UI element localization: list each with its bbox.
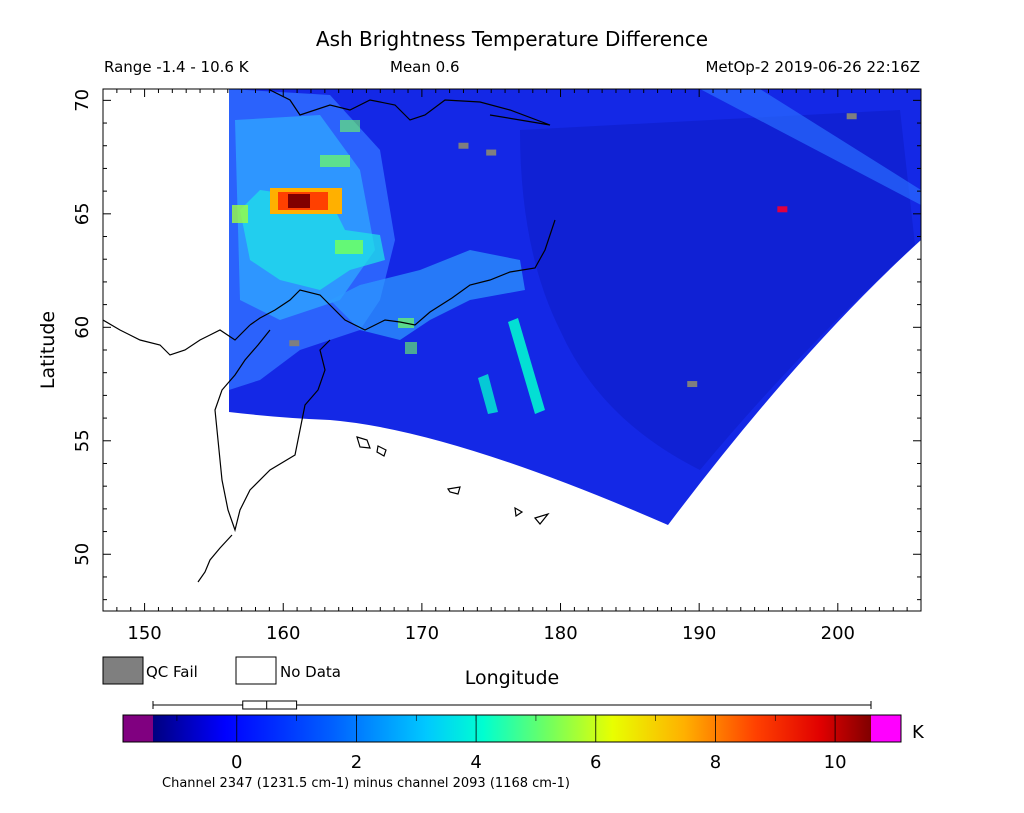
- colorbar-tick-label: 4: [470, 752, 481, 773]
- colorbar-frame: [122, 714, 902, 743]
- qc-fail-points: [289, 113, 857, 388]
- coastline-chukotka: [269, 89, 551, 126]
- range-label: Range -1.4 - 10.6 K: [104, 58, 250, 76]
- y-axis-label: Latitude: [37, 311, 59, 389]
- island-2: [376, 445, 387, 457]
- qc-fail-pixel: [687, 381, 698, 388]
- colorbar-gradient: [153, 715, 871, 742]
- y-tick-label: 70: [72, 89, 93, 112]
- x-axis: 150 160 170 180 190 200: [102, 89, 922, 644]
- qc-fail-pixel: [458, 142, 469, 149]
- x-tick-label: 190: [682, 623, 716, 644]
- diagonal-streak-2: [478, 374, 498, 414]
- colorbar: 0 2 4 6 8 10 K Channel 2347 (1231.5 cm-1) min…: [122, 700, 925, 791]
- island-5: [533, 512, 550, 525]
- plume-green-cell-4: [340, 120, 360, 132]
- coastlines: [103, 89, 556, 583]
- legend-label-qc-fail: QC Fail: [146, 663, 198, 681]
- y-tick-label: 55: [72, 429, 93, 452]
- hotspot-core: [288, 194, 310, 208]
- colorbar-tick-label: 0: [231, 752, 242, 773]
- plume-green-cell-3: [232, 205, 248, 223]
- elevated-band: [330, 250, 525, 340]
- colorbar-tick-label: 6: [590, 752, 601, 773]
- plot-area: 150 160 170 180 190 200 50 55 60 65 70: [72, 88, 922, 644]
- legend-swatch-no-data: [235, 656, 277, 685]
- y-tick-label: 50: [72, 543, 93, 566]
- y-axis: 50 55 60 65 70: [72, 89, 921, 601]
- colorbar-ticks: 0 2 4 6 8 10: [176, 715, 847, 773]
- plume-green-cell-2: [320, 155, 350, 167]
- colorbar-tick-label: 8: [710, 752, 721, 773]
- y-tick-label: 60: [72, 316, 93, 339]
- colorbar-caption: Channel 2347 (1231.5 cm-1) minus channel…: [162, 776, 570, 791]
- mean-label: Mean 0.6: [390, 58, 460, 76]
- colorbar-tick-label: 10: [824, 752, 847, 773]
- boxplot-box: [242, 700, 298, 710]
- colorbar-boxplot: [152, 700, 872, 710]
- x-tick-label: 180: [543, 623, 577, 644]
- colorbar-unit: K: [912, 722, 925, 743]
- colorbar-tick-label: 2: [351, 752, 362, 773]
- qc-fail-pixel: [846, 113, 857, 120]
- x-tick-label: 200: [821, 623, 855, 644]
- x-tick-label: 150: [127, 623, 161, 644]
- island-1: [356, 436, 371, 449]
- legend-label-no-data: No Data: [280, 663, 341, 681]
- coastline-koryak: [249, 219, 556, 331]
- plume-green-cell-1: [335, 240, 363, 254]
- qc-fail-pixel: [289, 340, 300, 347]
- chart-title: Ash Brightness Temperature Difference: [316, 27, 708, 51]
- legend-swatch-qc-fail: [102, 656, 144, 685]
- colorbar-over-swatch: [871, 715, 901, 742]
- qc-fail-pixel: [486, 149, 497, 156]
- coastline-kuril: [197, 534, 233, 583]
- legend: QC Fail No Data: [102, 656, 341, 685]
- hot-pixel: [777, 206, 788, 213]
- swath-edge-stripe: [700, 89, 921, 205]
- coastline-kamchatka: [214, 329, 331, 533]
- satellite-label: MetOp-2 2019-06-26 22:16Z: [705, 58, 920, 76]
- coastline-okhotsk: [103, 319, 251, 356]
- y-tick-label: 65: [72, 202, 93, 225]
- island-3: [446, 486, 461, 495]
- diagonal-streak: [508, 318, 545, 414]
- band-green-cell-2: [405, 342, 417, 354]
- ash-plume-arc: [240, 190, 385, 290]
- island-4: [514, 506, 524, 518]
- colorbar-under-swatch: [123, 715, 153, 742]
- x-tick-label: 170: [405, 623, 439, 644]
- swath-dark-region: [520, 110, 915, 470]
- x-tick-label: 160: [266, 623, 300, 644]
- x-axis-label: Longitude: [465, 667, 560, 689]
